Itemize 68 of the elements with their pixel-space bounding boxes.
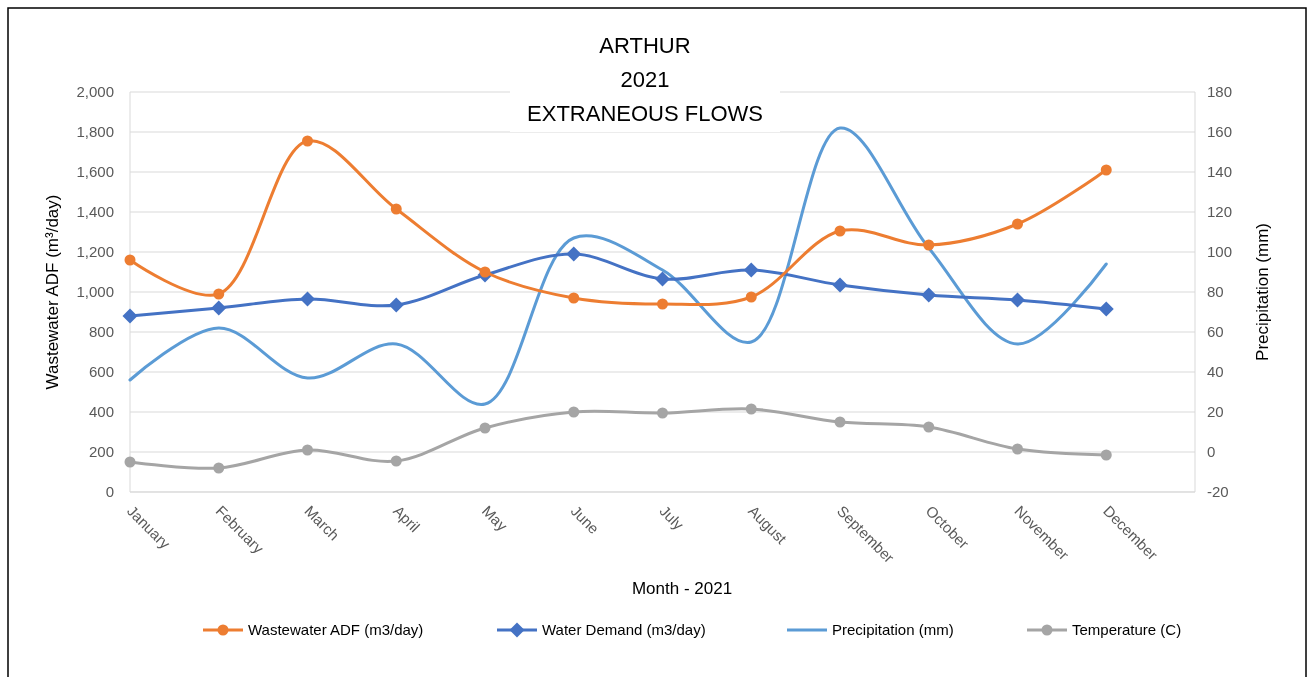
y2-tick-label: 180 [1207, 83, 1233, 101]
y2-tick-label: 160 [1207, 123, 1233, 141]
y-tick-label: 1,800 [76, 123, 114, 141]
point [657, 298, 668, 310]
y2-axis-title: Precipitation (mm) [1253, 223, 1272, 361]
y-tick-label: 2,000 [76, 83, 114, 101]
point [1010, 292, 1025, 308]
y-tick-label: 1,600 [76, 163, 114, 181]
point [1012, 443, 1023, 455]
point [834, 225, 846, 237]
point [390, 203, 402, 215]
point [211, 300, 227, 316]
point [1100, 164, 1112, 176]
legend-label: Water Demand (m3/day) [542, 621, 706, 639]
y-tick-label: 600 [88, 363, 114, 381]
point [568, 406, 580, 418]
point [213, 462, 225, 474]
y2-tick-label: 60 [1207, 323, 1224, 341]
legend-label: Temperature (C) [1072, 621, 1182, 639]
y2-tick-label: 80 [1207, 283, 1224, 301]
legend-label: Wastewater ADF (m3/day) [248, 621, 424, 639]
y2-tick-label: 120 [1207, 203, 1233, 221]
point [923, 421, 935, 433]
point [124, 456, 136, 468]
point [743, 262, 759, 278]
line-series [128, 126, 1108, 406]
point [1012, 218, 1023, 230]
point [655, 271, 670, 287]
point [479, 266, 491, 278]
y2-tick-label: 0 [1207, 443, 1216, 461]
point [568, 292, 580, 304]
point [1100, 449, 1112, 461]
y-tick-label: 800 [88, 323, 114, 341]
point [566, 246, 582, 262]
point [213, 288, 225, 300]
point [832, 277, 848, 293]
point [745, 403, 757, 415]
point [479, 422, 491, 434]
x-tick-label: July [656, 502, 688, 534]
point [122, 308, 138, 324]
point [390, 455, 402, 467]
point [302, 444, 313, 456]
point [834, 416, 846, 428]
y-tick-label: 1,400 [76, 203, 114, 221]
chart-title: ARTHUR 2021 EXTRANEOUS FLOWS [527, 33, 763, 126]
point [921, 287, 937, 303]
y2-tick-label: 100 [1207, 243, 1233, 261]
x-axis-title: Month - 2021 [631, 579, 733, 598]
y-tick-label: 200 [88, 443, 114, 461]
point [657, 407, 668, 419]
point [388, 297, 404, 313]
y-axis-title: Wastewater ADF (m³/day) [43, 194, 62, 390]
point [1098, 301, 1114, 317]
y-tick-label: 1,000 [76, 283, 114, 301]
point [300, 291, 315, 307]
x-tick-label: April [390, 502, 424, 536]
y-tick-label: 0 [105, 483, 114, 501]
point [302, 135, 313, 147]
y2-tick-label: -20 [1207, 483, 1229, 501]
y-tick-label: 400 [88, 403, 114, 421]
y2-tick-label: 140 [1207, 163, 1233, 181]
point [923, 239, 935, 251]
y2-tick-label: 40 [1207, 363, 1224, 381]
y2-tick-label: 20 [1207, 403, 1224, 421]
point [745, 291, 757, 303]
legend-label: Precipitation (mm) [832, 621, 954, 639]
point [124, 254, 136, 266]
y-tick-label: 1,200 [76, 243, 114, 261]
